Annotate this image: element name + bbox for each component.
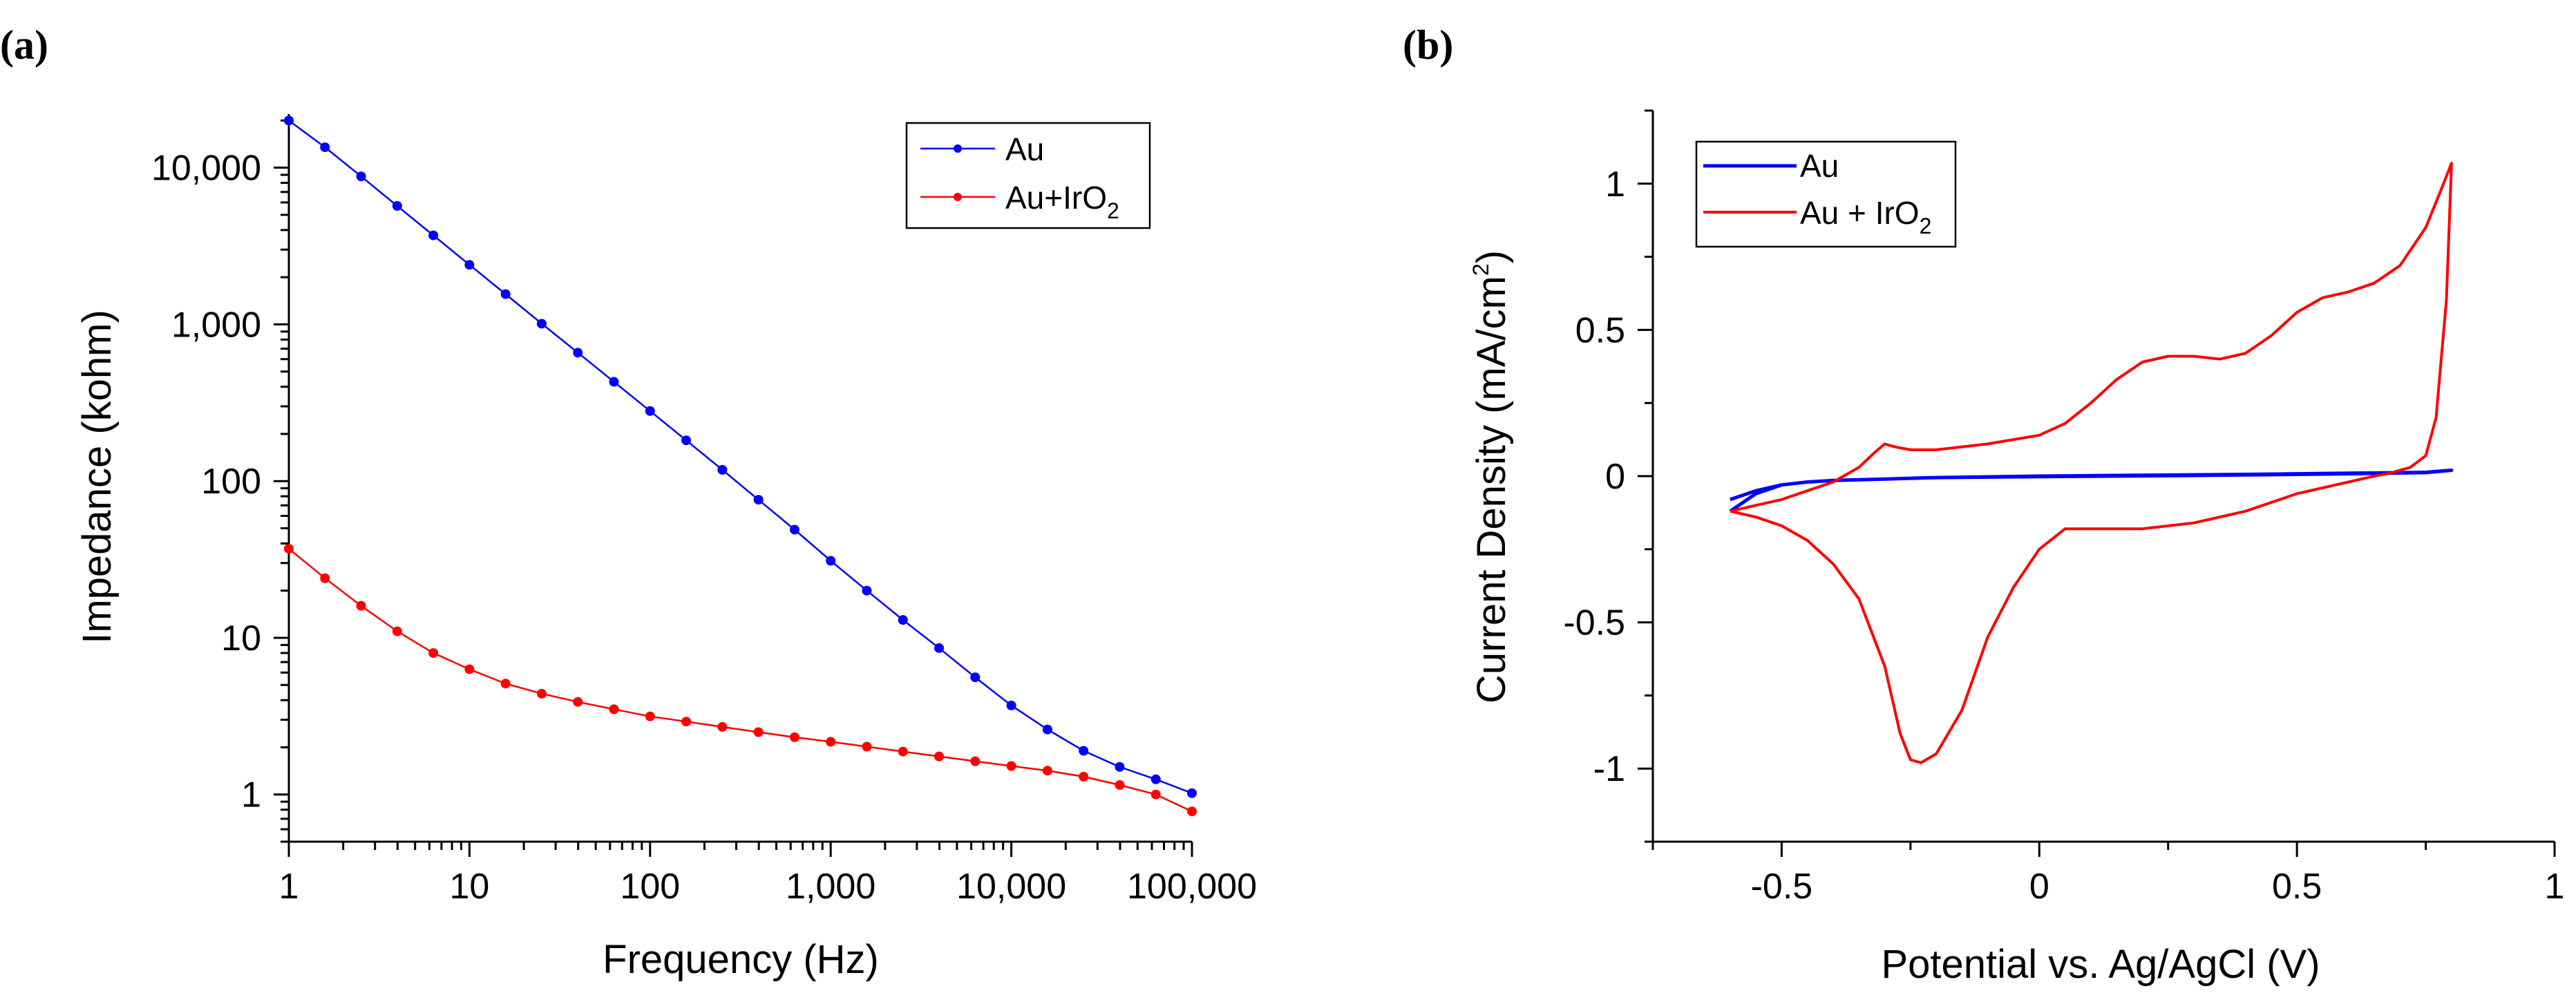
panel-b: (b) -0.5 0 0.5 1 -1 -0.5 0 0.5 1 Potential vs. A… — [1403, 22, 2564, 987]
a-data-point — [1042, 766, 1052, 776]
a-data-point — [573, 697, 583, 707]
b-x-tick-label: 0.5 — [2272, 867, 2322, 907]
panel-a-y-axis-label: Impedance (kohm) — [75, 310, 120, 644]
a-data-point — [1006, 761, 1016, 771]
a-data-point — [500, 679, 511, 689]
b-y-tick-label: -1 — [1593, 749, 1625, 789]
legend-au-marker — [954, 144, 962, 153]
a-data-point — [1115, 779, 1125, 790]
a-data-point — [536, 319, 547, 329]
legend-au-iro2-label: Au+IrO2 — [1005, 180, 1119, 223]
a-data-point — [1006, 700, 1016, 710]
a-y-tick-label: 10,000 — [151, 149, 261, 189]
a-y-tick-label: 100 — [201, 462, 261, 502]
a-data-point — [1042, 724, 1052, 735]
b-y-tick-label: -0.5 — [1563, 603, 1625, 643]
a-data-point — [536, 688, 547, 699]
legend-au-label: Au — [1005, 131, 1044, 167]
a-data-point — [464, 260, 475, 270]
a-data-point — [1150, 789, 1161, 800]
panel-b-label: (b) — [1403, 22, 1453, 68]
a-y-tick-label: 1 — [241, 775, 261, 815]
legend-b-au-label: Au — [1800, 148, 1839, 184]
a-x-tick-label: 100 — [620, 867, 680, 907]
panel-a-label: (a) — [0, 22, 48, 68]
a-data-point — [826, 737, 836, 747]
b-y-tick-label: 1 — [1605, 164, 1625, 205]
a-data-point — [717, 464, 728, 475]
panel-a-x-axis-label: Frequency (Hz) — [603, 937, 879, 982]
panel-a-legend-box — [905, 122, 1151, 229]
legend-b-au-iro2-label: Au + IrO2 — [1800, 195, 1931, 238]
a-data-point — [609, 704, 619, 715]
a-data-point — [1150, 774, 1161, 784]
a-data-point — [464, 664, 475, 674]
a-data-point — [970, 672, 981, 683]
a-data-point — [753, 727, 764, 737]
panel-a-series — [284, 115, 1197, 817]
legend-au-iro2-marker — [954, 193, 962, 201]
panel-b-y-axis-label: Current Density (mA/cm2) — [1468, 250, 1514, 703]
a-data-point — [681, 435, 692, 446]
a-data-point — [789, 732, 799, 742]
b-y-tick-label: 0 — [1605, 457, 1625, 497]
a-data-point — [320, 573, 330, 583]
a-data-point — [1079, 746, 1089, 756]
a-data-point — [898, 746, 908, 757]
b-x-tick-label: 1 — [2545, 867, 2565, 907]
b-series-line-1 — [1730, 162, 2453, 764]
a-data-point — [1187, 788, 1197, 798]
a-data-point — [500, 289, 511, 299]
a-data-point — [428, 647, 439, 658]
a-series-line-1 — [288, 548, 1193, 813]
a-data-point — [356, 171, 366, 182]
a-data-point — [970, 756, 981, 766]
a-data-point — [1079, 771, 1089, 782]
a-data-point — [1187, 806, 1197, 817]
a-data-point — [1115, 762, 1125, 772]
b-x-tick-label: -0.5 — [1751, 867, 1813, 907]
b-y-tick-label: 0.5 — [1575, 310, 1625, 350]
panel-b-ticks: -0.5 0 0.5 1 -1 -0.5 0 0.5 1 — [1563, 109, 2565, 907]
b-x-tick-label: 0 — [2029, 867, 2049, 907]
a-data-point — [862, 741, 872, 752]
panel-a-legend: Au Au+IrO2 — [905, 122, 1151, 229]
a-data-point — [717, 721, 728, 732]
a-data-point — [284, 115, 294, 126]
a-data-point — [898, 615, 908, 625]
a-data-point — [826, 556, 836, 566]
a-data-point — [428, 230, 439, 240]
panel-b-series — [1729, 162, 2454, 764]
panel-b-legend: Au Au + IrO2 — [1695, 140, 1957, 248]
a-data-point — [609, 377, 619, 387]
a-data-point — [356, 601, 366, 611]
a-data-point — [934, 751, 945, 762]
a-data-point — [284, 544, 294, 554]
a-x-tick-label: 10,000 — [956, 867, 1066, 907]
a-data-point — [392, 201, 402, 211]
a-data-point — [645, 711, 655, 721]
panel-b-legend-box — [1695, 140, 1957, 248]
a-data-point — [789, 524, 799, 535]
panel-a: (a) 1 10 100 1,000 10,000 100,0001101001,0001… — [0, 22, 1257, 982]
b-series-line-0 — [1729, 469, 2454, 513]
a-data-point — [934, 643, 945, 653]
a-data-point — [753, 495, 764, 505]
a-series-line-0 — [288, 120, 1193, 794]
a-data-point — [392, 626, 402, 636]
a-y-tick-label: 1,000 — [171, 305, 261, 345]
a-x-tick-label: 1 — [279, 867, 299, 907]
a-x-tick-label: 1,000 — [786, 867, 875, 907]
a-data-point — [573, 348, 583, 358]
a-y-tick-label: 10 — [221, 618, 261, 659]
panel-b-x-axis-label: Potential vs. Ag/AgCl (V) — [1881, 942, 2320, 987]
a-data-point — [862, 585, 872, 596]
a-data-point — [681, 717, 692, 727]
panel-a-ticks: 1 10 100 1,000 10,000 100,000 1 10 100 1,000 10,00… — [151, 119, 1257, 907]
a-data-point — [645, 406, 655, 416]
a-data-point — [320, 142, 330, 153]
a-x-tick-label: 100,000 — [1127, 867, 1257, 907]
a-x-tick-label: 10 — [449, 867, 489, 907]
